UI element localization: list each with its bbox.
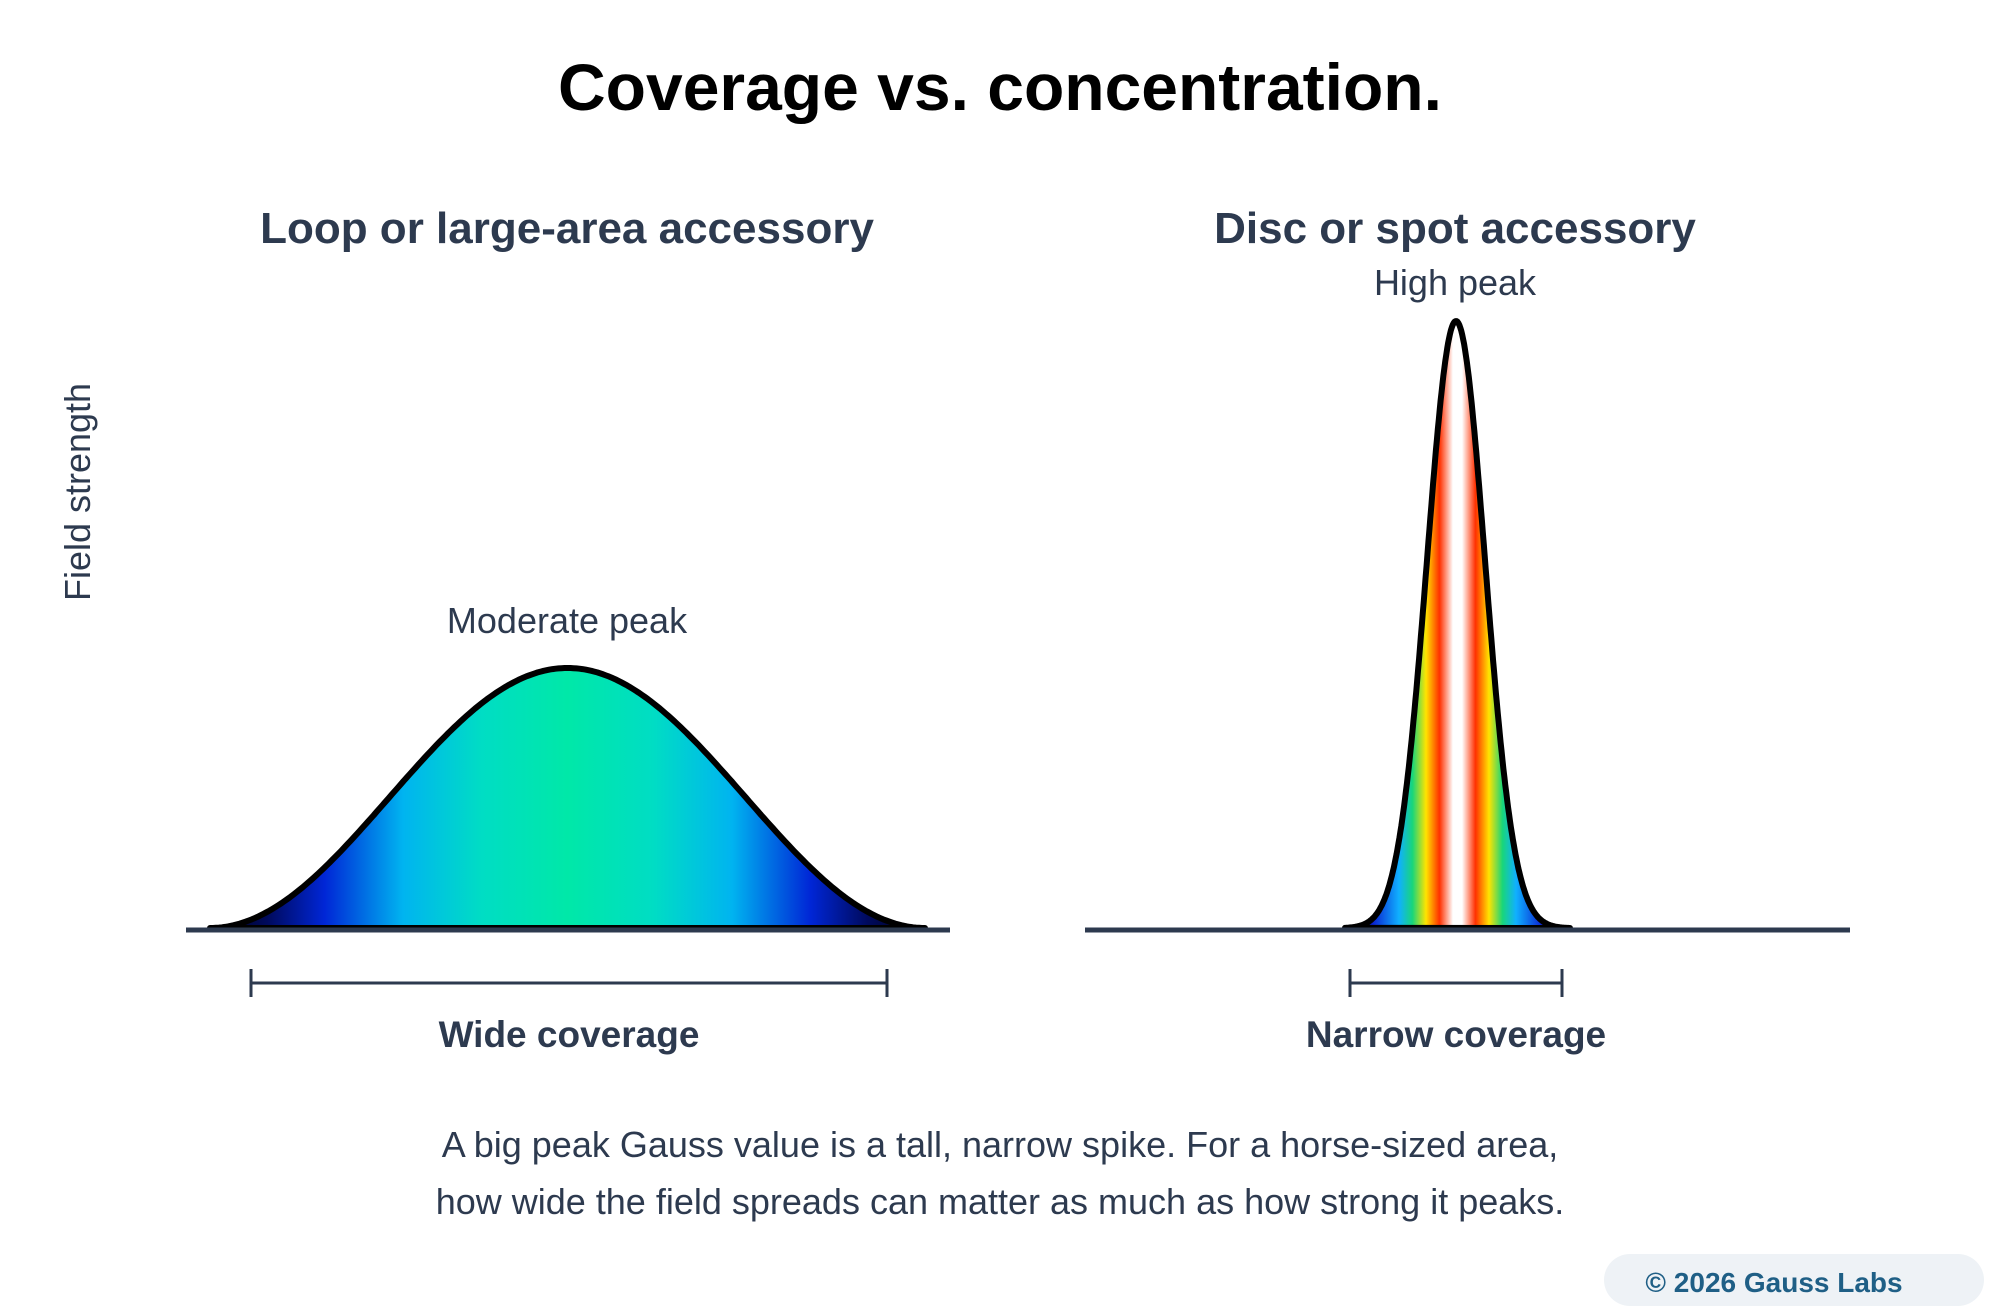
spot-field-curve — [1342, 318, 1573, 931]
panel-loop-title: Loop or large-area accessory — [260, 204, 874, 253]
panel-spot-coverage-bracket — [1348, 969, 1564, 997]
panel-spot-coverage-label: Narrow coverage — [1306, 1014, 1606, 1055]
panel-spot-peak-label: High peak — [1374, 262, 1537, 303]
figure-title: Coverage vs. concentration. — [558, 50, 1442, 124]
panel-loop: Loop or large-area accessory Moderate pe… — [186, 204, 950, 1055]
panel-spot: Disc or spot accessory High peak Narrow … — [1085, 204, 1850, 1055]
panel-spot-title: Disc or spot accessory — [1214, 204, 1696, 253]
panel-loop-coverage-label: Wide coverage — [439, 1014, 700, 1055]
panel-loop-coverage-bracket — [249, 969, 889, 997]
copyright-badge-background — [1604, 1254, 1984, 1306]
copyright-text: © 2026 Gauss Labs — [1645, 1267, 1902, 1298]
loop-field-curve — [207, 665, 928, 931]
y-axis-label: Field strength — [57, 383, 98, 601]
caption-line-1: A big peak Gauss value is a tall, narrow… — [442, 1124, 1559, 1165]
panel-loop-peak-label: Moderate peak — [447, 600, 688, 641]
copyright-badge: © 2026 Gauss Labs — [1604, 1254, 1984, 1306]
caption-line-2: how wide the field spreads can matter as… — [436, 1181, 1565, 1222]
